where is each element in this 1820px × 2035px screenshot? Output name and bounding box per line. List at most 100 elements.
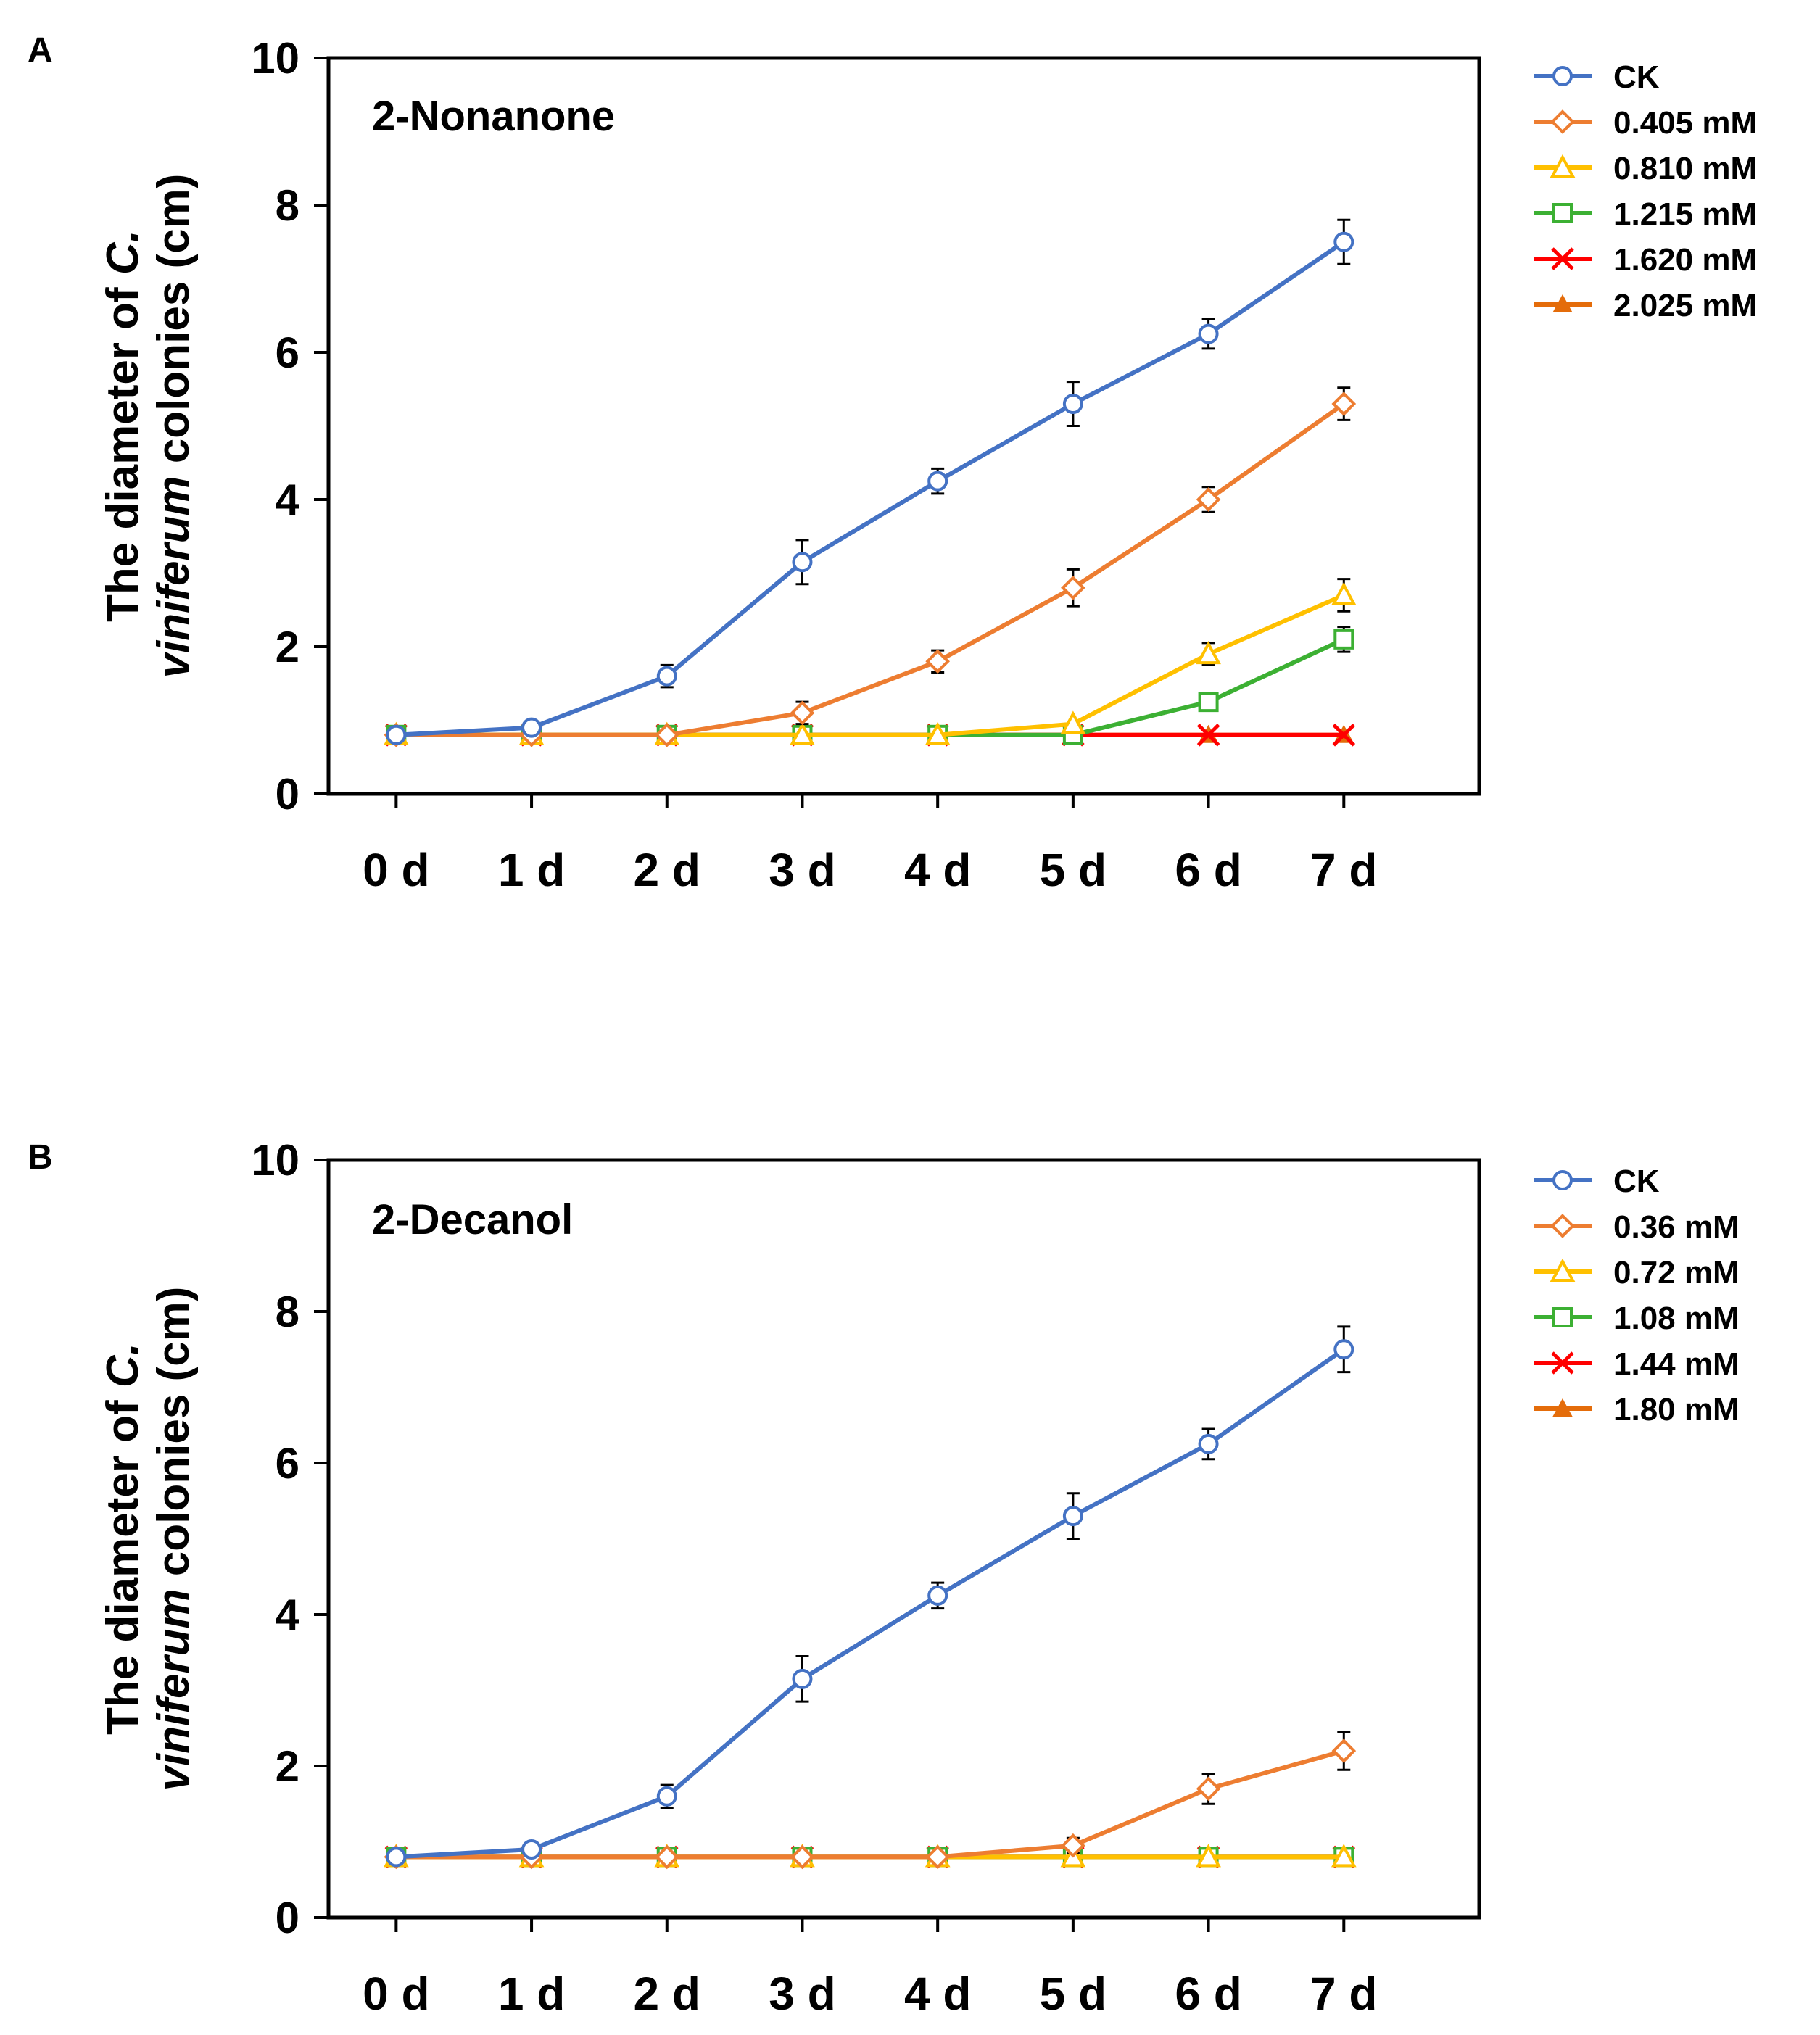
panel-a-plot-frame bbox=[326, 56, 1481, 796]
panel-a-series-0-marker bbox=[792, 552, 813, 573]
panel-b-xtick-label: 1 d bbox=[498, 1968, 565, 2020]
panel-a-series-0-marker bbox=[927, 471, 948, 492]
panel-b-series-1-marker bbox=[654, 1844, 679, 1870]
panel-b-series-1-marker bbox=[1061, 1833, 1085, 1858]
panel-b-series-0-marker bbox=[792, 1668, 813, 1689]
panel-a-series-1-marker bbox=[1061, 575, 1085, 600]
panel-b-ytick-label: 8 bbox=[276, 1288, 299, 1336]
panel-b-xtick-label: 4 d bbox=[904, 1968, 971, 2020]
panel-a-series-0-marker bbox=[386, 724, 407, 745]
panel-b-legend-entry-0-marker bbox=[1552, 1170, 1573, 1190]
panel-a-legend: CK 0.405 mM 0.810 mM 1.215 mM 1.620 mM 2.025 … bbox=[1534, 59, 1757, 323]
panel-a-series-2-marker bbox=[790, 721, 815, 745]
panel-a-legend-entry-4-marker bbox=[1551, 247, 1574, 270]
panel-b-legend-entry-1-label: 0.36 mM bbox=[1613, 1209, 1740, 1245]
panel-a-series-1-marker bbox=[790, 700, 815, 726]
panel-a-series-3-marker bbox=[1333, 629, 1354, 650]
panel-a-series-2-marker bbox=[1060, 710, 1086, 734]
panel-b-legend-entry-5-marker bbox=[1552, 1398, 1573, 1417]
panel-a-title: 2-Nonanone bbox=[372, 93, 615, 140]
panel-a-ytick-label: 0 bbox=[276, 770, 299, 818]
panel-a-xtick-label: 7 d bbox=[1310, 844, 1377, 896]
panel-a-ytick-label: 4 bbox=[276, 476, 300, 524]
panel-a-legend-entry-1-marker bbox=[1550, 109, 1575, 134]
panel-a-ylabel-suffix: colonies (cm) bbox=[149, 174, 199, 476]
panel-b-ytick-label: 0 bbox=[276, 1894, 299, 1942]
panel-a-xtick-label: 6 d bbox=[1175, 844, 1241, 896]
panel-a-series-0-marker bbox=[656, 666, 677, 687]
panel-b-letter: B bbox=[28, 1138, 53, 1177]
panel-a-legend-entry-0-marker bbox=[1552, 66, 1573, 86]
panel-a-legend-entry-0-label: CK bbox=[1613, 59, 1660, 95]
panel-a-legend-entry-5-marker bbox=[1552, 294, 1573, 312]
panel-a-xtick-label: 4 d bbox=[904, 844, 971, 896]
panel-a-ylabel-line1: The diameter of C. bbox=[98, 230, 148, 622]
panel-b-series-0-marker bbox=[1062, 1506, 1083, 1527]
panel-b-series-2-marker bbox=[1331, 1844, 1357, 1868]
panel-a-ylabel-genus: C. bbox=[98, 230, 148, 275]
panel-a-xtick-label: 1 d bbox=[498, 844, 565, 896]
panel-b-legend-entry-4-marker bbox=[1551, 1351, 1574, 1375]
panel-a-xtick-label: 3 d bbox=[769, 844, 835, 896]
panel-a-ytick-label: 8 bbox=[276, 181, 299, 230]
panel-a-legend-entry-2-label: 0.810 mM bbox=[1613, 151, 1757, 186]
panel-a-series-2-marker bbox=[1331, 581, 1357, 605]
panel-b-series-0-marker bbox=[1333, 1339, 1354, 1360]
panel-b-legend-entry-0-label: CK bbox=[1613, 1164, 1660, 1199]
panel-b-plot-frame bbox=[326, 1158, 1481, 1920]
panel-b-series-0-marker bbox=[656, 1786, 677, 1807]
panel-b-series-0-marker bbox=[1198, 1433, 1219, 1454]
panel-a-ylabel: The diameter of C.viniferum colonies (cm… bbox=[98, 174, 199, 679]
panel-b-legend-entry-3-marker bbox=[1552, 1307, 1573, 1327]
panel-a-series-3-marker bbox=[1198, 692, 1219, 713]
panel-a-series-4-marker bbox=[1196, 724, 1220, 747]
panel-b-ylabel-line2: viniferum colonies (cm) bbox=[149, 1287, 199, 1791]
panel-b-series-0-line bbox=[396, 1347, 1346, 1860]
panel-a-ylabel-species: viniferum bbox=[149, 476, 199, 678]
panel-a-legend-entry-3-label: 1.215 mM bbox=[1613, 196, 1757, 232]
panel-b-series-0 bbox=[386, 1325, 1354, 1868]
panel-a-legend-entry-2-marker bbox=[1550, 154, 1576, 178]
panel-b-legend-entry-2-marker bbox=[1550, 1258, 1576, 1282]
panel-b-series-1-marker bbox=[1331, 1738, 1357, 1763]
panel-a-series-2-line bbox=[396, 593, 1345, 737]
panel-b-series-0-marker bbox=[927, 1585, 948, 1606]
panel-a-legend-entry-4-label: 1.620 mM bbox=[1613, 242, 1757, 278]
panel-a-xtick-label: 2 d bbox=[634, 844, 700, 896]
panel-b-xtick-label: 3 d bbox=[769, 1968, 835, 2020]
panel-a-series-1-line bbox=[396, 402, 1346, 737]
panel-b-ytick-label: 2 bbox=[276, 1742, 299, 1791]
panel-b-xtick-label: 6 d bbox=[1175, 1968, 1241, 2020]
panel-b-xtick-label: 5 d bbox=[1040, 1968, 1107, 2020]
panel-a-series-2-marker bbox=[1196, 640, 1221, 665]
panel-b-ylabel-suffix: colonies (cm) bbox=[149, 1287, 199, 1589]
panel-a-ytick-label: 6 bbox=[276, 328, 299, 377]
panel-b-legend-entry-1-marker bbox=[1550, 1214, 1575, 1238]
panel-b-ytick-label: 4 bbox=[276, 1591, 300, 1639]
panel-b-legend-entry-2-label: 0.72 mM bbox=[1613, 1255, 1740, 1290]
panel-b-series-1-line bbox=[396, 1749, 1345, 1860]
panel-b-ytick-label: 10 bbox=[251, 1136, 299, 1185]
panel-a-series-0-marker bbox=[521, 717, 542, 738]
panel-a-chart: A 0 2 4 6 8 10 0 d 1 d 2 d 3 d 4 d 5 d 6 d 7 d 2-Nonano… bbox=[28, 31, 1757, 896]
panel-a-legend-entry-5-label: 2.025 mM bbox=[1613, 288, 1757, 323]
panel-b-chart: B 0 2 4 6 8 10 0 d 1 d 2 d 3 d 4 d 5 d 6 d 7 d 2-Decano… bbox=[28, 1136, 1740, 2020]
panel-b-series-1-marker bbox=[790, 1844, 815, 1870]
panel-b-xtick-label: 7 d bbox=[1310, 1968, 1377, 2020]
panel-b-xtick-label: 2 d bbox=[634, 1968, 700, 2020]
panel-b-legend: CK 0.36 mM 0.72 mM 1.08 mM 1.44 mM 1.80 mM bbox=[1534, 1164, 1740, 1427]
panel-a-series-4-marker bbox=[1332, 724, 1356, 747]
panel-a-series-0 bbox=[386, 218, 1354, 745]
panel-a-ytick-label: 2 bbox=[276, 623, 299, 671]
panel-a-xtick-label: 5 d bbox=[1040, 844, 1107, 896]
panel-a-xtick-label: 0 d bbox=[363, 844, 429, 896]
panel-b-ylabel-genus: C. bbox=[98, 1343, 148, 1388]
panel-b-series-2-marker bbox=[1196, 1844, 1221, 1868]
panel-b-legend-entry-3-label: 1.08 mM bbox=[1613, 1301, 1740, 1336]
panel-b-legend-entry-4-label: 1.44 mM bbox=[1613, 1346, 1740, 1382]
panel-b-ytick-label: 6 bbox=[276, 1439, 299, 1488]
panel-a-legend-entry-3-marker bbox=[1552, 203, 1573, 223]
panel-a-series-1-marker bbox=[654, 722, 679, 747]
panel-b-legend-entry-5-label: 1.80 mM bbox=[1613, 1392, 1740, 1427]
